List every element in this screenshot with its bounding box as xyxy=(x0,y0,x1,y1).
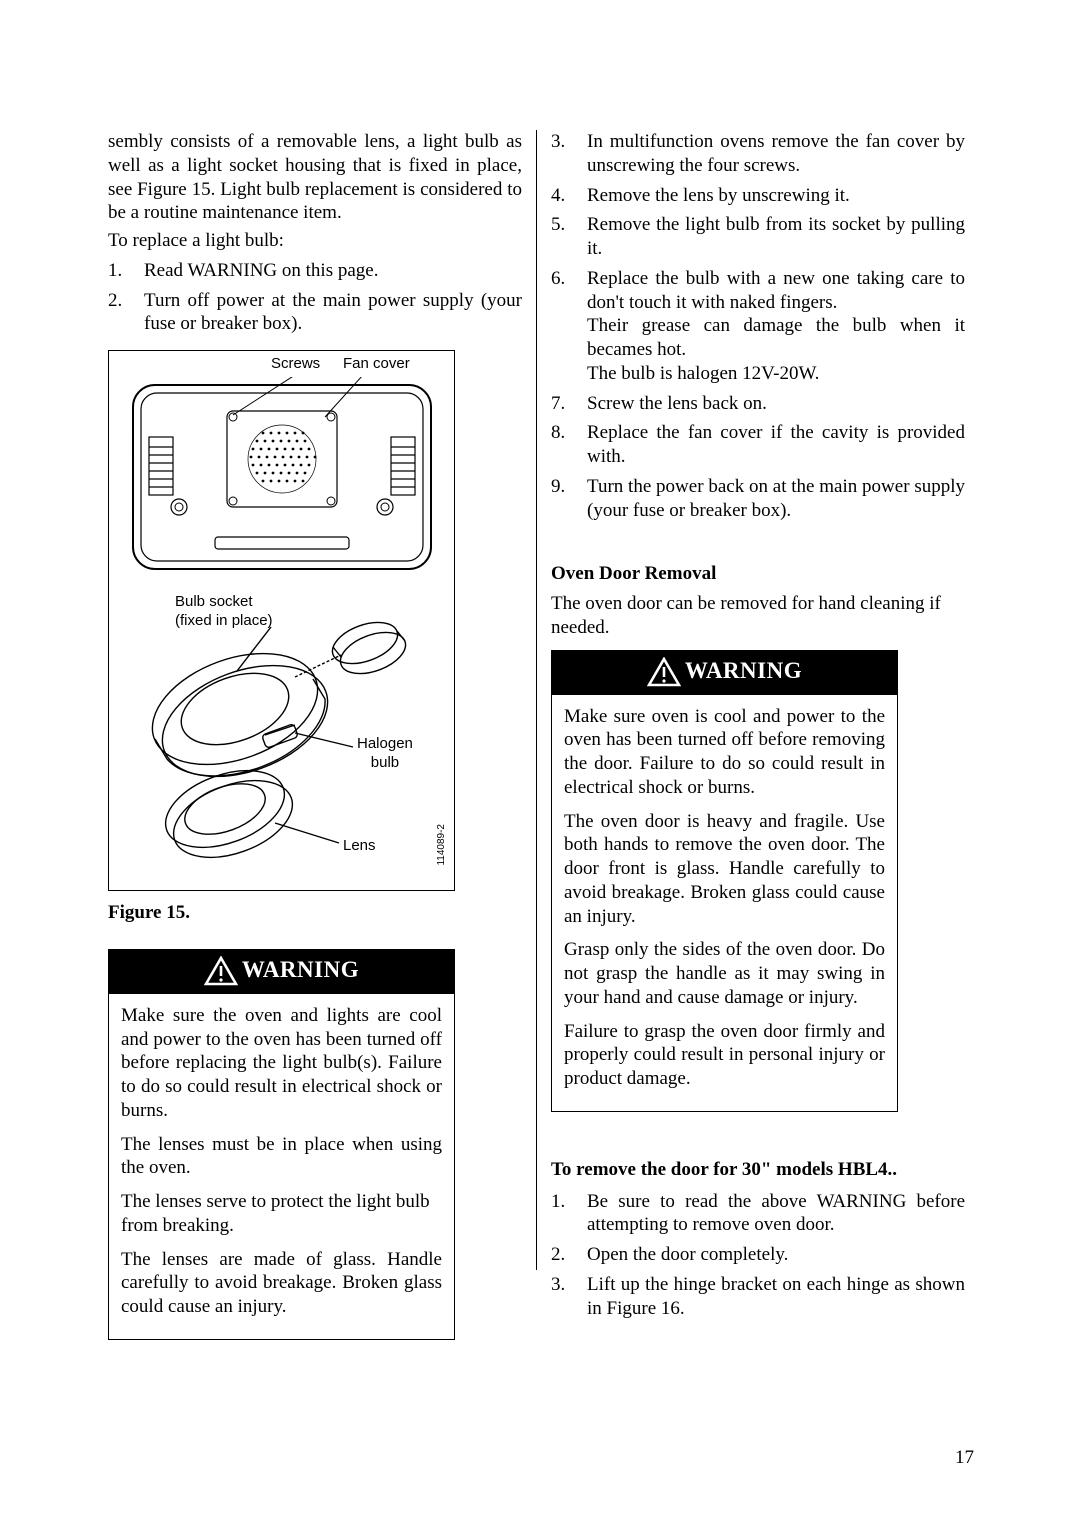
warning-paragraph: The lenses serve to protect the light bu… xyxy=(121,1190,442,1238)
warning-body: Make sure oven is cool and power to the … xyxy=(552,695,897,1091)
section-heading: Oven Door Removal xyxy=(551,562,965,586)
step-number: 3. xyxy=(551,1273,587,1321)
list-item: 2.Open the door completely. xyxy=(551,1243,965,1267)
figure-15: Screws Fan cover xyxy=(108,350,455,891)
step-text: Remove the lens by unscrewing it. xyxy=(587,184,965,208)
list-item: 5.Remove the light bulb from its socket … xyxy=(551,213,965,261)
warning-header: WARNING xyxy=(109,950,454,994)
warning-paragraph: Make sure oven is cool and power to the … xyxy=(564,705,885,800)
warning-paragraph: The lenses are made of glass. Handle car… xyxy=(121,1248,442,1319)
step-text: Replace the fan cover if the cavity is p… xyxy=(587,421,965,469)
warning-box-right: WARNING Make sure oven is cool and power… xyxy=(551,650,898,1112)
list-item: 1.Be sure to read the above WARNING befo… xyxy=(551,1190,965,1238)
label-line: Bulb socket xyxy=(175,593,253,610)
warning-paragraph: Grasp only the sides of the oven door. D… xyxy=(564,938,885,1009)
lead-line: To replace a light bulb: xyxy=(108,229,522,253)
step-number: 2. xyxy=(551,1243,587,1267)
label-lens: Lens xyxy=(343,837,376,856)
figure-caption: Figure 15. xyxy=(108,901,522,925)
step-text: Replace the bulb with a new one taking c… xyxy=(587,267,965,386)
left-column: sembly consists of a removable lens, a l… xyxy=(108,130,536,1390)
figure-code: 114089-2 xyxy=(436,824,449,866)
step-number: 1. xyxy=(108,259,144,283)
step-text: Remove the light bulb from its socket by… xyxy=(587,213,965,261)
warning-paragraph: Make sure the oven and lights are cool a… xyxy=(121,1004,442,1123)
step-text: Read WARNING on this page. xyxy=(144,259,522,283)
warning-header: WARNING xyxy=(552,651,897,695)
step-number: 6. xyxy=(551,267,587,386)
list-item: 8.Replace the fan cover if the cavity is… xyxy=(551,421,965,469)
warning-box-left: WARNING Make sure the oven and lights ar… xyxy=(108,949,455,1340)
step-number: 3. xyxy=(551,130,587,178)
step-text: Turn off power at the main power supply … xyxy=(144,289,522,337)
warning-body: Make sure the oven and lights are cool a… xyxy=(109,994,454,1319)
step-text: Be sure to read the above WARNING before… xyxy=(587,1190,965,1238)
step-text: Screw the lens back on. xyxy=(587,392,965,416)
label-halogen: Halogen bulb xyxy=(357,735,413,773)
figure-top-drawing: Screws Fan cover xyxy=(129,377,435,577)
list-item: 3.Lift up the hinge bracket on each hing… xyxy=(551,1273,965,1321)
warning-paragraph: The oven door is heavy and fragile. Use … xyxy=(564,810,885,929)
step-number: 2. xyxy=(108,289,144,337)
step-text: Open the door completely. xyxy=(587,1243,965,1267)
warning-icon xyxy=(204,956,238,986)
list-item: 4.Remove the lens by unscrewing it. xyxy=(551,184,965,208)
warning-title: WARNING xyxy=(242,956,359,985)
step-text: Turn the power back on at the main power… xyxy=(587,475,965,523)
oven-cavity-svg xyxy=(129,377,435,577)
warning-icon xyxy=(647,657,681,687)
label-fan-cover: Fan cover xyxy=(343,355,410,374)
intro-paragraph: sembly consists of a removable lens, a l… xyxy=(108,130,522,225)
right-steps: 3.In multifunction ovens remove the fan … xyxy=(551,130,965,522)
warning-paragraph: The lenses must be in place when using t… xyxy=(121,1133,442,1181)
list-item: 3.In multifunction ovens remove the fan … xyxy=(551,130,965,178)
warning-title: WARNING xyxy=(685,657,802,686)
list-item: 1.Read WARNING on this page. xyxy=(108,259,522,283)
list-item: 7.Screw the lens back on. xyxy=(551,392,965,416)
right-column: 3.In multifunction ovens remove the fan … xyxy=(537,130,965,1390)
label-bulb-socket: Bulb socket (fixed in place) xyxy=(175,593,273,631)
step-text: In multifunction ovens remove the fan co… xyxy=(587,130,965,178)
warning-paragraph: Failure to grasp the oven door firmly an… xyxy=(564,1020,885,1091)
step-number: 5. xyxy=(551,213,587,261)
figure-bottom-drawing: Bulb socket (fixed in place) Halogen bul… xyxy=(125,599,439,879)
step-text: Lift up the hinge bracket on each hinge … xyxy=(587,1273,965,1321)
step-number: 4. xyxy=(551,184,587,208)
label-line: (fixed in place) xyxy=(175,612,273,629)
step-number: 9. xyxy=(551,475,587,523)
right-steps-2: 1.Be sure to read the above WARNING befo… xyxy=(551,1190,965,1321)
list-item: 9.Turn the power back on at the main pow… xyxy=(551,475,965,523)
step-number: 7. xyxy=(551,392,587,416)
label-screws: Screws xyxy=(271,355,320,374)
list-item: 2.Turn off power at the main power suppl… xyxy=(108,289,522,337)
step-number: 1. xyxy=(551,1190,587,1238)
left-steps: 1.Read WARNING on this page. 2.Turn off … xyxy=(108,259,522,336)
page-number: 17 xyxy=(955,1446,974,1470)
sub-heading: To remove the door for 30" models HBL4.. xyxy=(551,1158,965,1182)
label-line: bulb xyxy=(371,754,399,771)
label-line: Halogen xyxy=(357,735,413,752)
step-number: 8. xyxy=(551,421,587,469)
section-intro: The oven door can be removed for hand cl… xyxy=(551,592,965,640)
list-item: 6.Replace the bulb with a new one taking… xyxy=(551,267,965,386)
